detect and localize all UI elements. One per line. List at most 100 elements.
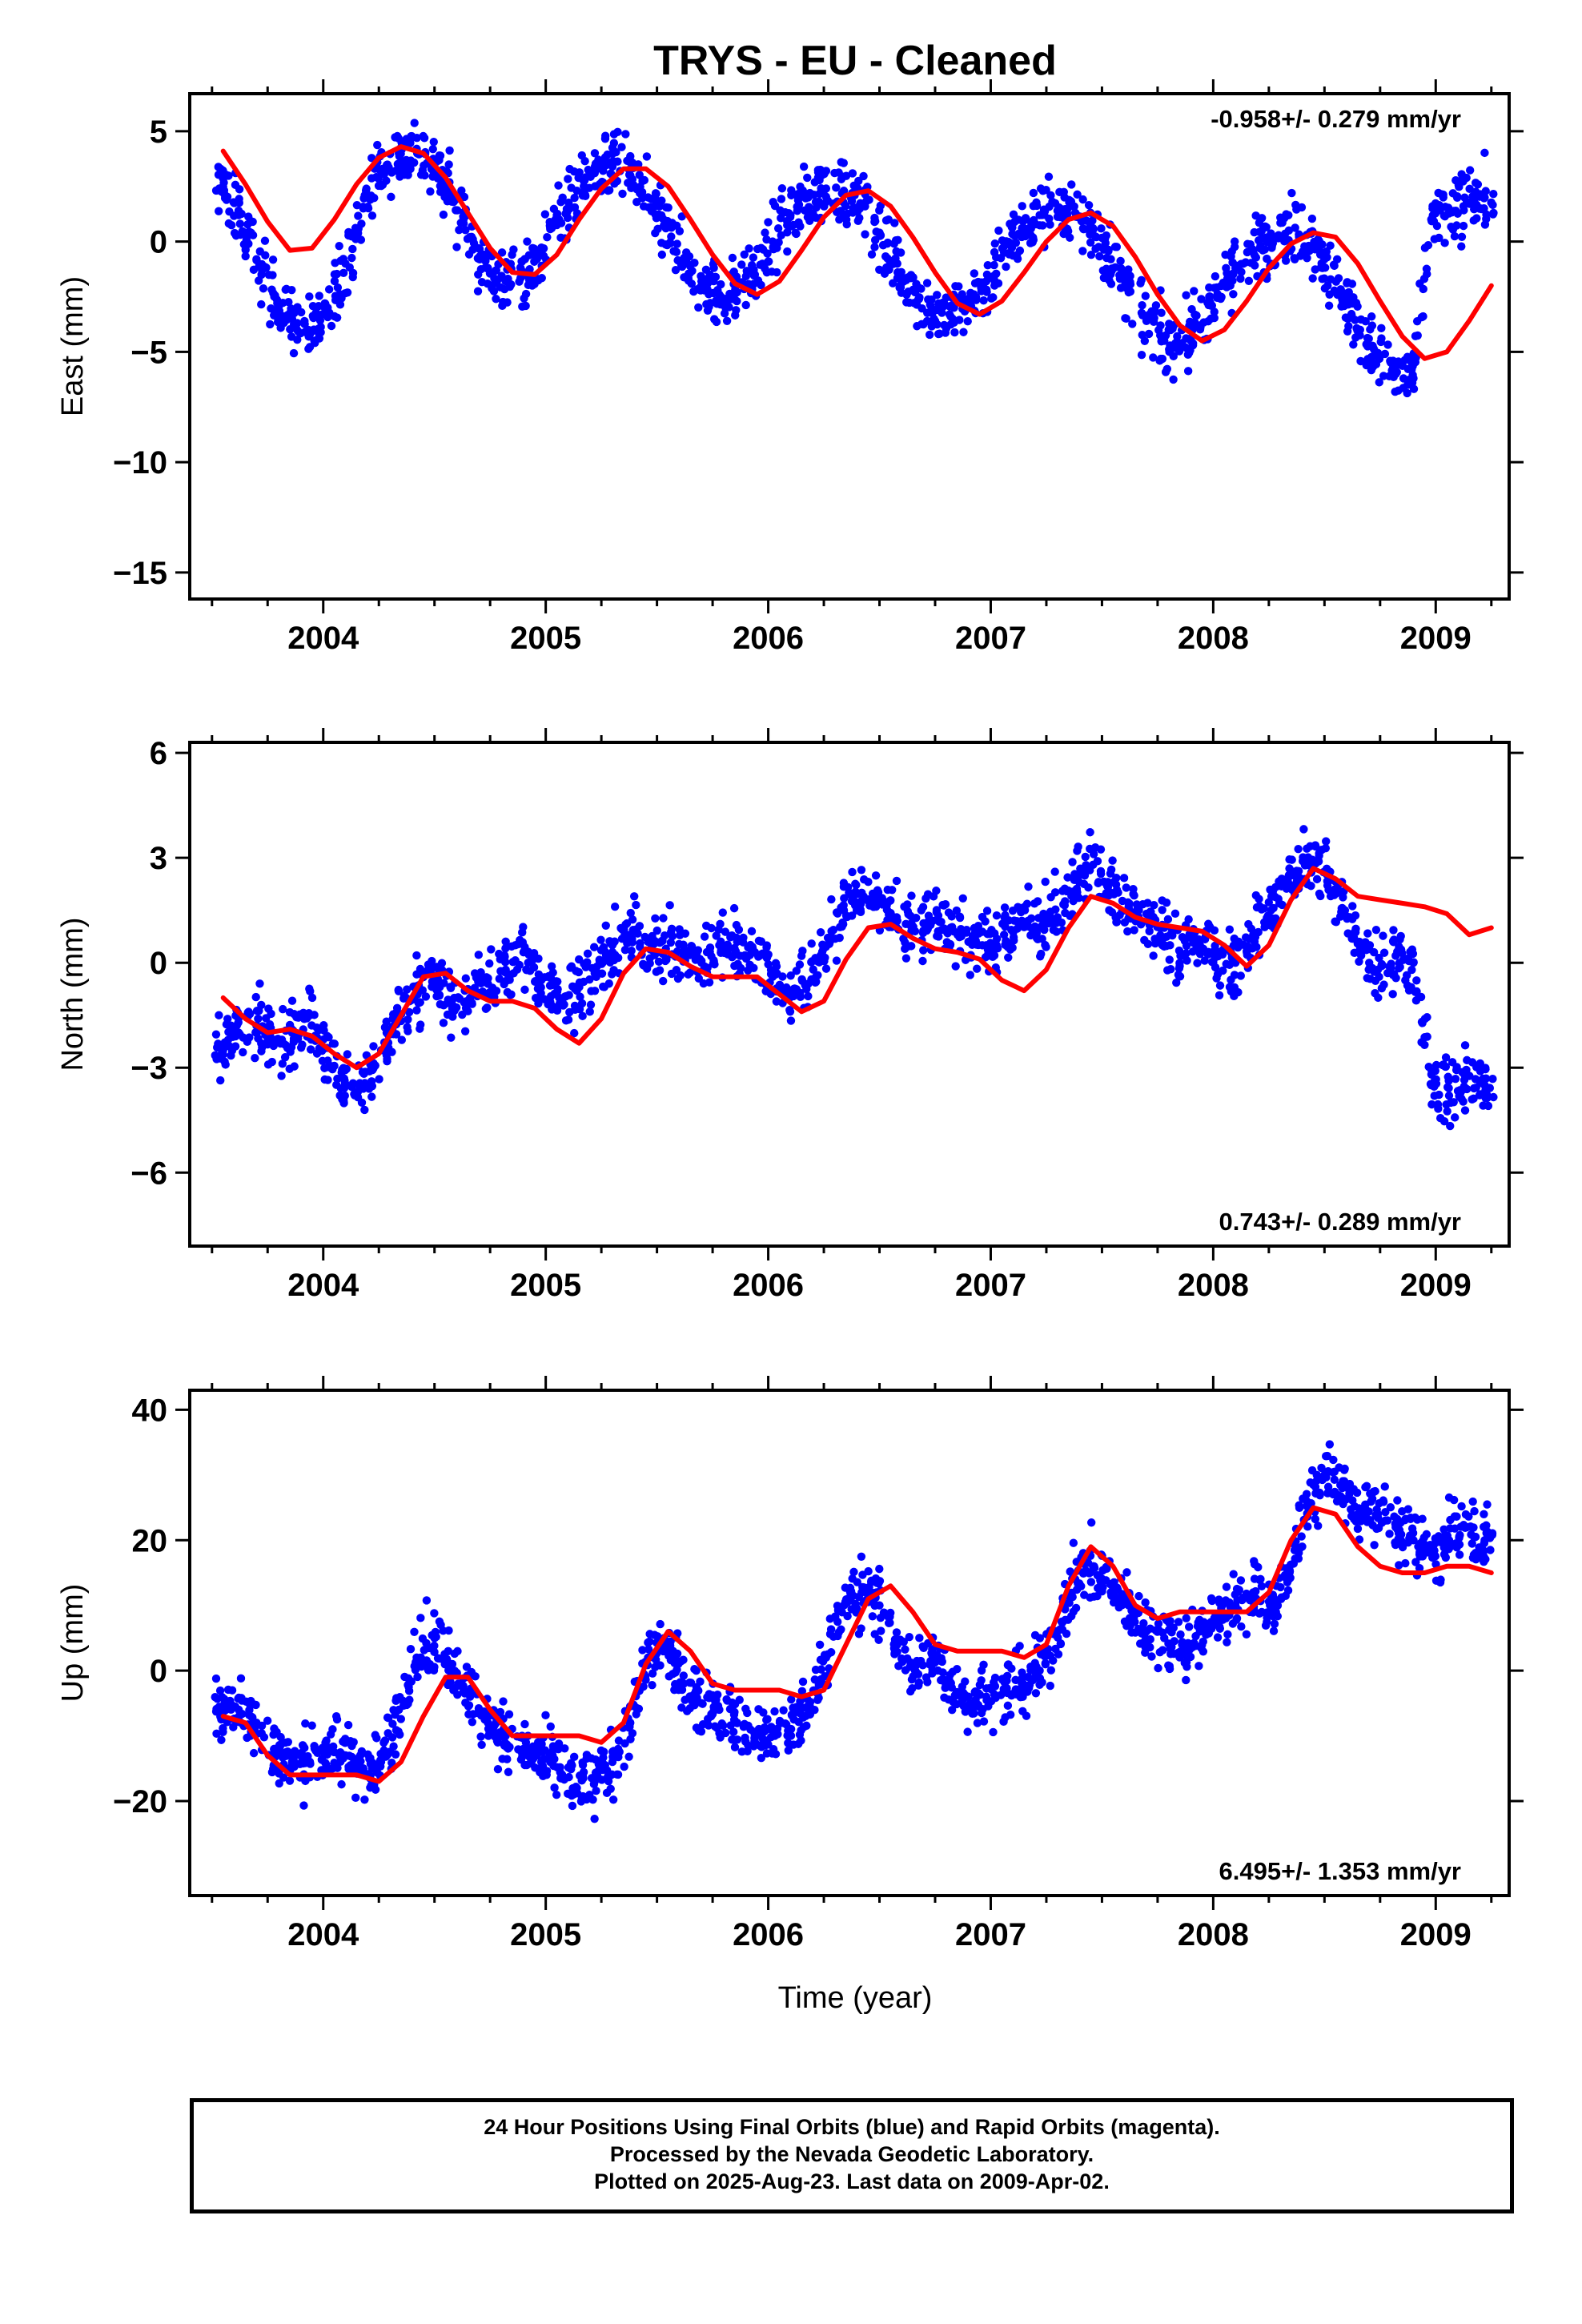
north-data-point [1172, 978, 1181, 987]
east-data-point [749, 253, 758, 262]
up-data-point [410, 1627, 419, 1636]
east-data-point [304, 344, 313, 353]
east-data-point [732, 272, 741, 281]
north-data-point [1111, 880, 1121, 889]
east-data-point [925, 330, 934, 340]
east-data-point [255, 261, 263, 271]
east-data-point [428, 144, 437, 154]
east-data-point [655, 202, 665, 211]
north-data-point [1375, 953, 1383, 963]
up-data-point [1223, 1638, 1231, 1647]
east-data-point [315, 316, 325, 325]
north-data-point [1146, 907, 1154, 916]
north-data-point [448, 1012, 457, 1021]
east-data-point [367, 211, 377, 220]
up-data-point [1257, 1582, 1267, 1590]
up-data-point [656, 1661, 665, 1670]
east-data-point [1102, 231, 1111, 240]
north-plot-frame [188, 741, 1511, 1248]
east-data-point [275, 302, 283, 311]
up-data-point [645, 1630, 654, 1638]
north-data-point [476, 967, 485, 977]
east-data-point [947, 301, 957, 310]
up-data-point [1273, 1612, 1282, 1621]
north-data-point [982, 907, 992, 915]
up-data-point [899, 1637, 909, 1647]
east-data-point [407, 132, 416, 141]
east-data-point [761, 228, 769, 237]
up-data-point [1086, 1518, 1096, 1527]
up-data-point [932, 1650, 942, 1659]
up-data-point [1122, 1598, 1132, 1608]
north-data-point [906, 922, 916, 931]
north-data-point [1032, 934, 1042, 943]
north-data-point [1052, 927, 1061, 936]
up-data-point [1184, 1622, 1194, 1631]
east-data-point [990, 239, 999, 248]
east-data-point [1038, 187, 1047, 195]
north-data-point [339, 1084, 349, 1092]
east-data-point [257, 300, 266, 309]
east-data-point [600, 153, 610, 162]
east-data-point [1423, 240, 1433, 250]
north-data-point [1108, 856, 1117, 865]
up-data-point [1314, 1522, 1323, 1530]
up-data-point [940, 1693, 949, 1703]
north-data-point [1348, 902, 1357, 911]
up-data-point [1143, 1642, 1152, 1651]
up-data-point [1242, 1630, 1251, 1638]
east-data-point [1073, 190, 1082, 199]
up-data-point [726, 1721, 735, 1730]
east-data-point [335, 241, 343, 251]
up-y-tick-label: −20 [113, 1784, 167, 1819]
north-data-point [599, 943, 608, 952]
east-data-point [1476, 190, 1485, 199]
up-data-point [471, 1672, 480, 1681]
east-data-point [922, 279, 932, 287]
north-data-point [785, 1006, 794, 1015]
east-data-point [950, 328, 959, 337]
east-data-point [410, 119, 419, 127]
east-y-tick-label: −5 [130, 335, 167, 370]
north-data-point [1351, 911, 1360, 920]
up-data-point [973, 1719, 982, 1727]
up-data-point [385, 1747, 395, 1756]
east-data-point [1106, 279, 1116, 288]
north-data-point [1231, 938, 1240, 947]
up-data-point [626, 1735, 635, 1743]
north-data-point [693, 946, 703, 955]
north-data-point [941, 899, 950, 909]
north-data-point [254, 1014, 263, 1023]
north-data-point [946, 939, 955, 949]
north-data-point [884, 907, 893, 916]
east-data-point [725, 303, 733, 312]
east-data-point [938, 298, 947, 308]
east-data-point [290, 308, 299, 318]
east-data-point [396, 158, 406, 167]
north-data-point [871, 871, 881, 880]
north-y-axis-title: North (mm) [56, 917, 90, 1071]
east-data-point [523, 237, 532, 246]
up-data-point [1250, 1560, 1259, 1569]
up-data-point [1153, 1627, 1162, 1636]
north-data-point [601, 921, 610, 930]
east-data-point [521, 289, 531, 299]
up-data-point [1003, 1701, 1013, 1711]
north-data-point [1193, 959, 1202, 967]
up-data-point [729, 1727, 738, 1736]
north-data-point [215, 1011, 223, 1019]
up-data-point [1022, 1711, 1031, 1720]
up-data-point [744, 1741, 753, 1750]
east-data-point [927, 322, 936, 331]
north-data-point [1120, 918, 1130, 927]
north-data-point [1367, 963, 1377, 973]
up-data-point [802, 1721, 811, 1731]
up-data-point [773, 1730, 782, 1739]
up-data-point [1223, 1630, 1232, 1639]
east-data-point [549, 204, 559, 214]
up-data-point [781, 1720, 791, 1729]
east-x-tick-label: 2009 [1400, 621, 1472, 656]
east-data-point [503, 298, 512, 307]
east-data-point [716, 300, 725, 309]
north-data-point [1481, 1074, 1491, 1083]
